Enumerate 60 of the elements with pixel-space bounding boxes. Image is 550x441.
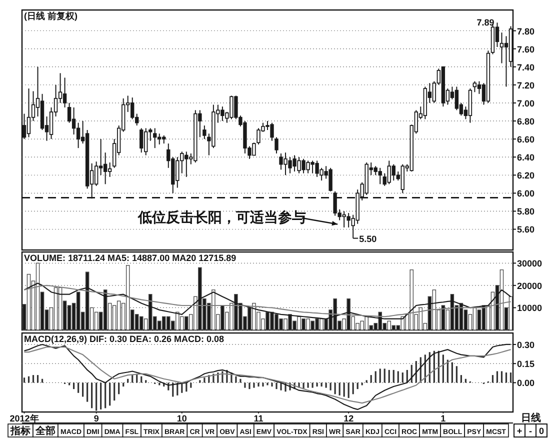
y-tick-label: 7.60 — [517, 44, 535, 54]
y-tick-label: 20000 — [517, 280, 542, 291]
x-tick-label: 9 — [94, 414, 99, 424]
y-tick-label: 5.80 — [517, 206, 535, 217]
bar — [36, 262, 40, 330]
chart-title: VOLUME: 18711.24 MA5: 14887.00 MA20 12715.89 — [24, 253, 236, 263]
y-tick-label: 7.40 — [517, 62, 535, 72]
candlestick — [472, 80, 477, 93]
y-tick-label: 6.40 — [517, 152, 535, 163]
chart-title: (日线 前复权) — [24, 11, 78, 21]
x-tick-label: 1 — [440, 414, 446, 424]
x-tick-label: 10 — [176, 414, 187, 424]
candlestick — [94, 161, 98, 186]
y-tick-label: 7.80 — [517, 26, 535, 36]
chart-title: MACD(12,26,9) DIF: 0.30 DEA: 0.26 MACD: 0.08 — [24, 334, 224, 344]
y-tick-label: 6.20 — [517, 170, 535, 181]
y-tick-label: 6.60 — [517, 134, 535, 145]
candlestick — [500, 32, 504, 64]
y-tick-label: 6.00 — [517, 188, 535, 199]
annotation: 7.89 — [476, 18, 494, 28]
y-tick-label: 0.15 — [517, 359, 535, 370]
candlestick — [108, 162, 112, 178]
y-tick-label: 5.60 — [517, 224, 535, 235]
y-tick-label: 6.80 — [517, 116, 535, 126]
bar — [54, 287, 58, 330]
bar — [472, 307, 477, 330]
x-tick-label: 12 — [344, 414, 354, 424]
candlestick — [153, 128, 157, 149]
y-tick-label: 10000 — [517, 303, 542, 314]
candlestick — [378, 167, 382, 185]
text: 全部 — [34, 425, 56, 437]
y-tick-label: 0.00 — [517, 378, 535, 388]
y-tick-label: 7.00 — [517, 98, 535, 108]
text: - — [529, 426, 532, 436]
candlestick — [72, 106, 76, 136]
x-tick-label: 11 — [254, 414, 264, 424]
bar — [126, 265, 130, 330]
annotation: 5.50 — [359, 234, 377, 244]
candlestick — [454, 86, 459, 111]
candlestick — [140, 128, 144, 154]
bar — [508, 296, 513, 330]
text: 0 — [538, 426, 544, 436]
y-tick-label: 30000 — [517, 258, 542, 269]
candlestick — [62, 77, 67, 108]
candlestick — [76, 122, 80, 149]
candlestick — [202, 124, 206, 140]
candlestick — [26, 88, 31, 138]
bar — [26, 274, 31, 330]
annotation: 低位反击长阳，可适当参与 — [137, 209, 306, 225]
bar — [116, 300, 121, 330]
bar — [58, 287, 62, 330]
text: 指标 — [10, 425, 30, 437]
bar — [94, 312, 98, 330]
x-tick-label: 2012年 — [10, 414, 39, 424]
y-tick-label: 7.20 — [517, 80, 535, 90]
candlestick — [274, 136, 278, 154]
text: + — [516, 426, 522, 436]
text: 日线 — [521, 412, 541, 424]
y-tick-label: 0.30 — [517, 340, 535, 350]
candlestick — [103, 152, 108, 185]
